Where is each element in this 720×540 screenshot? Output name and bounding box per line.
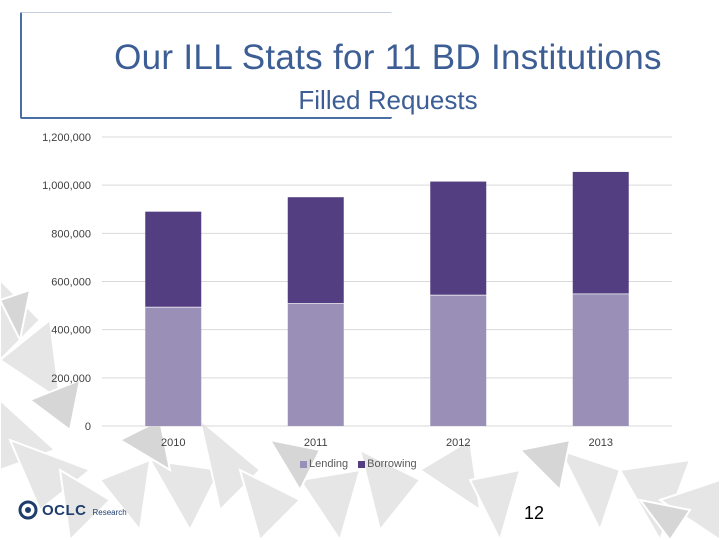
y-tick-label: 200,000 [51,373,91,385]
legend-label-borrowing: Borrowing [367,458,417,470]
bar-lending-2013 [572,293,629,426]
legend-label-lending: Lending [309,458,349,470]
y-tick-label: 600,000 [51,277,91,289]
x-tick-label: 2012 [446,437,470,449]
x-tick-label: 2013 [589,437,613,449]
y-tick-label: 0 [85,421,91,433]
logo-sub: Research [92,507,127,517]
page-number: 12 [524,503,545,523]
legend-swatch-borrowing [358,460,366,468]
chart-legend: Lending Borrowing [300,458,423,470]
bar-borrowing-2011 [287,197,344,304]
legend-swatch-lending [300,460,307,468]
stacked-bar-chart: 0 200,000 400,000 600,000 800,000 1,000,000 1,… [42,132,672,449]
oclc-logo: OCLC Research [18,500,127,520]
y-tick-label: 800,000 [51,228,91,240]
bar-borrowing-2010 [145,211,202,307]
logo-brand: OCLC [42,501,87,519]
bar-lending-2012 [430,294,487,426]
bar-borrowing-2012 [430,181,487,295]
x-tick-label: 2010 [161,437,185,449]
legend-item-lending: Lending [300,458,348,470]
y-tick-label: 1,000,000 [42,180,91,192]
legend-item-borrowing: Borrowing [358,458,417,470]
bar-borrowing-2013 [572,171,629,294]
title-frame [20,12,392,119]
y-tick-label: 1,200,000 [42,132,91,144]
x-tick-label: 2011 [304,437,328,449]
bar-lending-2011 [287,303,344,426]
bar-lending-2010 [145,306,202,426]
chart-title: Filled Requests [298,85,478,115]
y-tick-label: 400,000 [51,325,91,337]
slide-title: Our ILL Stats for 11 BD Institutions [114,38,662,77]
oclc-logo-icon [18,500,38,520]
